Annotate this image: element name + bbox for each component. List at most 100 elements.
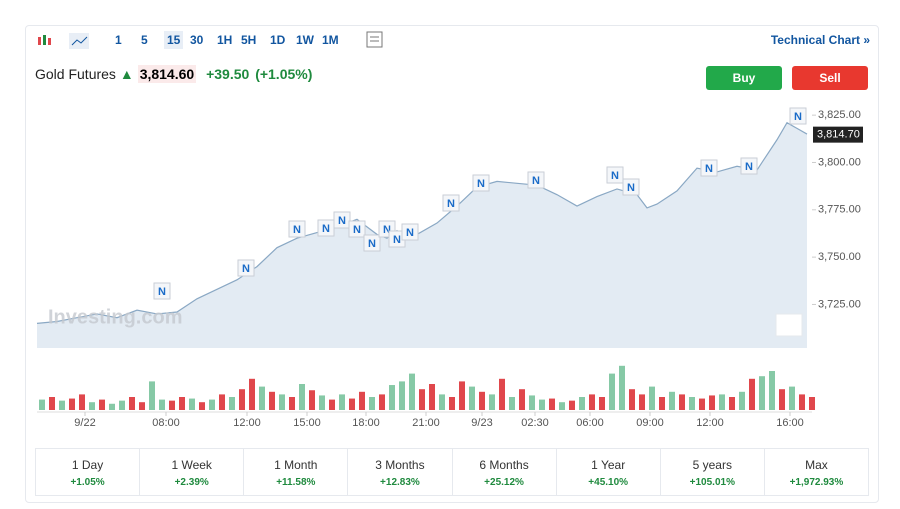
period-label: 5 years xyxy=(692,458,732,472)
interval-button[interactable]: 1W xyxy=(296,33,314,47)
volume-bar xyxy=(349,398,355,410)
chart: Investing.com 3,725.00 3,750.00 3,775.00 3,8… xyxy=(36,107,863,429)
volume-bar xyxy=(399,381,405,410)
period-cell[interactable]: 1 Week +2.39% xyxy=(140,449,245,495)
volume-bar xyxy=(629,389,635,410)
area-fill xyxy=(37,122,807,348)
news-marker-label: N xyxy=(158,286,166,298)
news-marker[interactable] xyxy=(237,259,255,277)
volume-bar xyxy=(359,391,365,410)
volume-bar xyxy=(199,402,205,410)
volume-bar xyxy=(59,400,65,410)
x-tick-label: 15:00 xyxy=(293,417,321,429)
volume-bar xyxy=(119,400,125,410)
news-marker[interactable] xyxy=(527,171,545,189)
period-cell[interactable]: 5 years +105.01% xyxy=(661,449,765,495)
sell-button[interactable]: Sell xyxy=(792,66,868,90)
volume-bar xyxy=(639,394,645,410)
volume-bar xyxy=(239,389,245,410)
up-arrow: ▲ xyxy=(119,66,134,82)
card xyxy=(25,25,879,503)
y-tick-label: 3,800.00 xyxy=(818,156,861,168)
volume-bar xyxy=(379,394,385,410)
volume-bar xyxy=(269,391,275,410)
volume-bar xyxy=(769,371,775,410)
period-cell[interactable]: 3 Months +12.83% xyxy=(348,449,453,495)
news-marker[interactable] xyxy=(153,282,171,300)
period-cell[interactable]: 6 Months +25.12% xyxy=(453,449,557,495)
volume-bar xyxy=(669,391,675,410)
volume-bar xyxy=(519,389,525,410)
volume-bar xyxy=(489,394,495,410)
period-change: +2.39% xyxy=(174,477,209,488)
news-marker[interactable] xyxy=(442,194,460,212)
period-change: +1,972.93% xyxy=(789,477,844,488)
volume-bar xyxy=(89,402,95,410)
news-marker[interactable] xyxy=(472,174,490,192)
volume-bar xyxy=(169,400,175,410)
chart-type-icons[interactable] xyxy=(35,32,115,50)
volume-bar xyxy=(229,397,235,410)
news-marker[interactable] xyxy=(789,107,807,125)
volume-bar xyxy=(779,389,785,410)
volume-bar xyxy=(559,402,565,410)
y-tick-label: 3,775.00 xyxy=(818,204,861,216)
news-marker-label: N xyxy=(447,198,455,210)
volume-bar xyxy=(579,397,585,410)
volume-bar xyxy=(129,397,135,410)
change: +39.50 xyxy=(206,66,250,82)
news-marker[interactable] xyxy=(740,157,758,175)
news-marker[interactable] xyxy=(333,211,351,229)
news-marker[interactable] xyxy=(363,234,381,252)
news-marker-label: N xyxy=(338,215,346,227)
period-label: 1 Year xyxy=(591,458,626,472)
volume-bar xyxy=(249,378,255,410)
volume-bar xyxy=(799,394,805,410)
period-change: +1.05% xyxy=(70,477,105,488)
volume-bar xyxy=(219,394,225,410)
technical-chart-link[interactable]: Technical Chart » xyxy=(770,33,870,47)
interval-button[interactable]: 30 xyxy=(190,33,204,47)
period-change: +45.10% xyxy=(588,477,629,488)
news-marker[interactable] xyxy=(700,159,718,177)
volume-bar xyxy=(749,378,755,410)
volume-bar xyxy=(299,384,305,410)
interval-button[interactable]: 1D xyxy=(270,33,286,47)
news-marker[interactable] xyxy=(401,223,419,241)
news-marker[interactable] xyxy=(622,178,640,196)
period-change: +105.01% xyxy=(689,477,735,488)
settings-icon[interactable] xyxy=(365,30,385,50)
period-cell[interactable]: Max +1,972.93% xyxy=(765,449,868,495)
x-tick-label: 09:00 xyxy=(636,417,664,429)
buy-button[interactable]: Buy xyxy=(706,66,782,90)
volume-bar xyxy=(609,373,615,410)
news-marker-label: N xyxy=(368,238,376,250)
news-marker-label: N xyxy=(383,224,391,236)
volume-bar xyxy=(549,398,555,410)
volume-bar xyxy=(149,381,155,410)
volume-bar xyxy=(179,397,185,410)
last-price-tag xyxy=(813,126,863,143)
period-cell[interactable]: 1 Month +11.58% xyxy=(244,449,349,495)
volume-bar xyxy=(789,386,795,410)
y-tick-label: 3,825.00 xyxy=(818,109,861,121)
volume-bar xyxy=(659,397,665,410)
toolbar: Technical Chart » 1 5 15 30 1H 5H 1D 1W 1M xyxy=(35,30,875,52)
period-cell[interactable]: 1 Day +1.05% xyxy=(36,449,141,495)
y-tick-label: 3,750.00 xyxy=(818,251,861,263)
volume-bar xyxy=(419,389,425,410)
interval-button[interactable]: 1M xyxy=(322,33,339,47)
interval-button[interactable]: 5 xyxy=(141,33,148,47)
news-marker-label: N xyxy=(322,223,330,235)
news-marker[interactable] xyxy=(606,166,624,184)
volume-bar xyxy=(279,394,285,410)
news-marker[interactable] xyxy=(348,220,366,238)
volume-bar xyxy=(259,386,265,410)
interval-button[interactable]: 15 xyxy=(164,31,184,49)
interval-button[interactable]: 5H xyxy=(241,33,257,47)
x-tick-label: 21:00 xyxy=(412,417,440,429)
interval-button[interactable]: 1 xyxy=(115,33,122,47)
news-marker[interactable] xyxy=(288,220,306,238)
period-cell[interactable]: 1 Year +45.10% xyxy=(557,449,661,495)
interval-button[interactable]: 1H xyxy=(217,33,233,47)
